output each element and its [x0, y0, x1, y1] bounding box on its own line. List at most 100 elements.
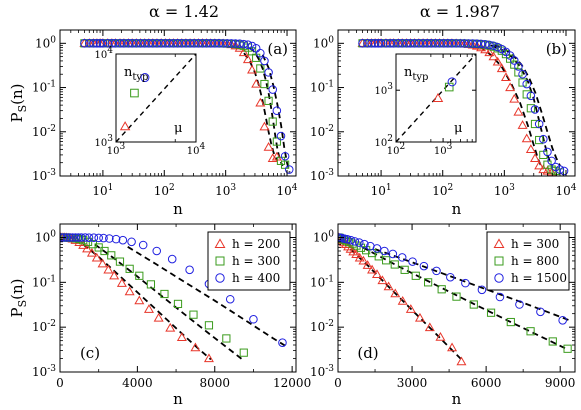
- x-axis-label: n: [173, 390, 183, 408]
- data-point-red: [471, 40, 482, 50]
- panel-2-xtick-label: 103: [494, 183, 515, 198]
- inset-x-label: μ: [454, 121, 462, 136]
- data-point-blue: [80, 233, 90, 242]
- data-point-blue: [505, 51, 515, 60]
- data-point-green: [135, 271, 144, 280]
- fit-line-red: [243, 52, 279, 162]
- data-point-red: [271, 151, 282, 161]
- data-point-red: [238, 47, 249, 57]
- panel-3-ytick-label: 10-1: [32, 274, 56, 289]
- inset-y-label: ntyp: [124, 65, 148, 83]
- data-point-green: [452, 292, 461, 301]
- data-point-green: [160, 289, 169, 299]
- data-point-green: [390, 260, 399, 269]
- panel-2-xtick-label: 101: [371, 183, 392, 198]
- data-point-green: [79, 236, 88, 245]
- data-point-blue: [340, 234, 349, 243]
- data-point-blue: [431, 39, 440, 48]
- data-point-green: [146, 280, 156, 289]
- data-point-blue: [194, 39, 203, 48]
- data-point-blue: [354, 238, 364, 247]
- data-point-blue: [225, 294, 235, 304]
- data-point-green: [506, 317, 515, 327]
- panel-1-ytick-label: 100: [35, 35, 56, 50]
- data-point-blue: [210, 39, 220, 48]
- legend-label: h = 300: [511, 237, 559, 251]
- data-point-blue: [422, 39, 432, 48]
- data-point-blue: [272, 106, 282, 115]
- data-point-blue: [198, 39, 207, 48]
- data-point-red: [351, 249, 362, 258]
- data-point-red: [521, 133, 532, 143]
- data-point-blue: [493, 42, 502, 52]
- data-point-blue: [397, 39, 407, 48]
- legend: h = 300 h = 800 h = 1500: [486, 231, 570, 291]
- inset-point-red: [432, 92, 444, 103]
- data-point-red: [134, 295, 145, 305]
- data-point-blue: [202, 39, 211, 48]
- data-point-blue: [268, 85, 277, 94]
- data-point-blue: [372, 244, 382, 253]
- inset-xtick-label: 102: [387, 142, 405, 157]
- data-point-red: [505, 82, 516, 92]
- data-point-blue: [278, 338, 287, 347]
- data-point-blue: [227, 39, 236, 48]
- data-point-blue: [380, 246, 389, 256]
- inset-ytick-label: 103: [95, 134, 114, 149]
- fit-line-red: [479, 45, 543, 168]
- data-point-red: [358, 255, 369, 265]
- data-point-blue: [515, 300, 524, 309]
- data-point-red: [492, 56, 503, 66]
- data-point-blue: [260, 56, 269, 66]
- data-point-red: [267, 153, 278, 163]
- panel-3: 0 4000 8000 12000 100 10-1 10-2 10-3 n PS(n) (c) h …: [8, 223, 311, 408]
- data-point-blue: [140, 39, 149, 48]
- data-point-blue: [136, 39, 145, 48]
- data-point-blue: [118, 235, 128, 245]
- legend-marker-blue: [215, 273, 225, 283]
- legend-marker-red: [493, 238, 505, 248]
- data-point-green: [115, 257, 125, 266]
- data-point-blue: [451, 39, 461, 48]
- data-point-blue: [376, 39, 386, 48]
- panel-3-xtick-label: 8000: [199, 376, 230, 390]
- data-point-green: [189, 310, 198, 319]
- legend-label: h = 300: [232, 254, 280, 268]
- data-point-blue: [408, 257, 417, 266]
- data-point-blue: [539, 134, 548, 144]
- data-point-blue: [350, 237, 360, 246]
- data-point-green: [352, 241, 361, 250]
- data-point-blue: [393, 39, 403, 48]
- panel-frame: [59, 29, 297, 177]
- data-point-red: [103, 264, 114, 274]
- x-axis-label: n: [173, 200, 183, 218]
- data-point-red: [230, 40, 241, 50]
- column-title-left: α = 1.42: [149, 2, 219, 21]
- data-point-blue: [559, 166, 569, 176]
- data-point-green: [424, 278, 433, 287]
- data-point-red: [488, 51, 499, 61]
- panel-1-ytick-label: 10-3: [32, 168, 56, 183]
- data-point-red: [397, 296, 408, 305]
- data-point-blue: [80, 39, 89, 48]
- data-point-green: [563, 344, 572, 353]
- panel-3-ytick-label: 10-3: [32, 364, 56, 379]
- data-point-red: [435, 331, 446, 341]
- data-point-blue: [522, 79, 532, 89]
- legend-marker-blue: [494, 273, 504, 283]
- inset-point-green: [130, 88, 139, 98]
- inset-ytick-label: 103: [375, 82, 394, 97]
- data-point-blue: [495, 292, 505, 302]
- panel-4-xtick-label: 6000: [471, 376, 502, 390]
- data-point-green: [526, 104, 535, 113]
- data-point-blue: [284, 165, 294, 174]
- data-point-red: [251, 78, 262, 88]
- data-point-blue: [152, 246, 162, 256]
- data-point-blue: [185, 39, 195, 48]
- data-point-blue: [456, 39, 465, 48]
- data-point-blue: [280, 151, 290, 161]
- inset-ytick-label: 102: [375, 134, 393, 149]
- data-point-green: [400, 265, 409, 274]
